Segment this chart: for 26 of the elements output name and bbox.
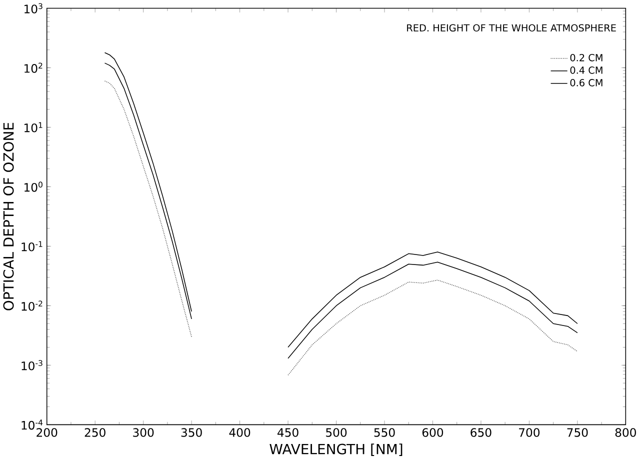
legend-title: RED. HEIGHT OF THE WHOLE ATMOSPHERE xyxy=(407,24,616,32)
x-tick-label: 300 xyxy=(133,428,154,437)
y-tick-label: 10$^{0}$ xyxy=(24,182,42,192)
y-tick-label: 10$^{3}$ xyxy=(24,3,42,14)
y-tick-label: 10$^{-3}$ xyxy=(22,360,42,370)
x-tick-label: 400 xyxy=(229,428,250,437)
x-tick-label: 350 xyxy=(181,428,202,437)
legend-label: 0.4 CM xyxy=(570,66,602,74)
x-axis-title: WAVELENGTH [NM] xyxy=(270,443,402,456)
x-tick-label: 650 xyxy=(470,428,492,437)
y-tick-label: 10$^{1}$ xyxy=(24,122,42,132)
y-tick-label: 10$^{2}$ xyxy=(24,62,42,73)
legend-label: 0.2 CM xyxy=(570,54,602,62)
y-tick-label: 10$^{-1}$ xyxy=(22,241,42,252)
x-tick-label: 500 xyxy=(326,428,347,437)
x-tick-label: 450 xyxy=(278,428,298,437)
x-tick-label: 550 xyxy=(374,428,395,437)
y-axis-title: OPTICAL DEPTH OF OZONE xyxy=(3,122,14,310)
y-tick-label: 10$^{-2}$ xyxy=(22,300,42,311)
x-tick-label: 800 xyxy=(615,428,636,437)
x-tick-label: 250 xyxy=(84,428,106,437)
legend-label: 0.6 CM xyxy=(570,78,602,86)
x-tick-label: 700 xyxy=(519,428,540,437)
x-tick-label: 600 xyxy=(422,428,444,437)
x-tick-label: 200 xyxy=(36,428,58,437)
x-tick-label: 750 xyxy=(567,428,588,437)
